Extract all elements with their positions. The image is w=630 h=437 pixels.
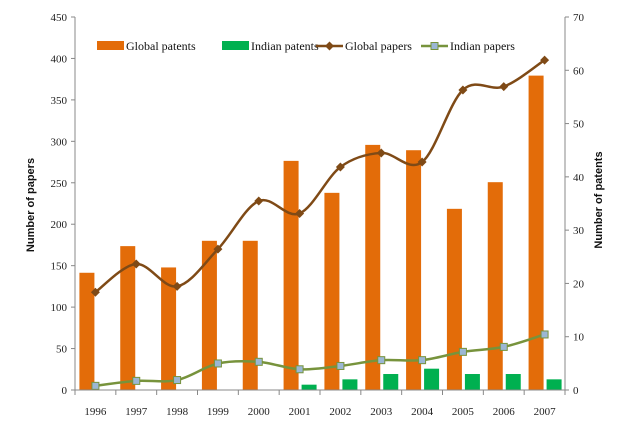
x-tick-label: 2003 xyxy=(370,406,393,418)
indian-patents-bar xyxy=(383,374,399,390)
y-tick-label: 100 xyxy=(51,302,68,314)
y-tick-label: 250 xyxy=(51,178,68,190)
bar-layer xyxy=(79,75,562,390)
indian-papers-point xyxy=(173,376,182,385)
legend-label: Global patents xyxy=(126,39,196,53)
global-papers-point xyxy=(499,82,509,92)
global-papers-point xyxy=(376,148,386,158)
global-patents-bar xyxy=(487,182,503,390)
global-papers-point xyxy=(254,196,264,206)
x-tick-label: 1997 xyxy=(125,406,148,418)
global-patents-bar xyxy=(446,208,462,390)
y-tick-label: 150 xyxy=(51,261,68,273)
legend-swatch xyxy=(222,41,249,50)
legend-label: Global papers xyxy=(345,39,412,53)
x-tick-label: 2002 xyxy=(329,406,351,418)
indian-papers-point xyxy=(91,381,100,390)
y2-tick-label: 0 xyxy=(573,385,579,397)
legend-swatch xyxy=(97,41,124,50)
global-patents-bar xyxy=(161,267,177,390)
global-papers-point xyxy=(172,281,182,291)
y2-tick-label: 20 xyxy=(573,278,585,290)
axes-layer: 0 50 100 150 200 250 300 350 400 450 0 10 20 30 40 50 60… xyxy=(51,12,585,418)
y-tick-label: 450 xyxy=(51,12,68,24)
global-patents-bar xyxy=(365,144,381,390)
indian-patents-bar xyxy=(301,384,317,390)
global-patents-bar xyxy=(283,160,299,390)
legend-marker xyxy=(430,42,439,50)
global-papers-point xyxy=(131,259,141,269)
global-papers-point xyxy=(295,208,305,218)
y-tick-label: 300 xyxy=(51,136,68,148)
indian-papers-point xyxy=(540,330,549,339)
legend: Global patents Indian patents Global paper… xyxy=(97,39,515,53)
y-tick-label: 200 xyxy=(51,219,68,231)
x-tick-label: 2007 xyxy=(534,406,557,418)
global-patents-bar xyxy=(528,75,544,390)
legend-indian-patents: Indian patents xyxy=(222,39,319,53)
indian-papers-point xyxy=(377,356,386,365)
global-patents-bar xyxy=(79,272,95,390)
global-papers-point xyxy=(540,55,550,65)
indian-patents-bar xyxy=(464,374,480,390)
y2-tick-label: 30 xyxy=(573,225,585,237)
indian-papers-point xyxy=(132,376,141,385)
global-patents-bar xyxy=(120,246,136,390)
global-papers-point xyxy=(335,162,345,172)
y2-axis-title: Number of patents xyxy=(593,151,605,248)
indian-papers-point xyxy=(458,347,467,356)
y2-tick-label: 70 xyxy=(573,12,585,24)
legend-label: Indian patents xyxy=(251,39,319,53)
legend-indian-papers: Indian papers xyxy=(421,39,515,53)
global-papers-point xyxy=(417,157,427,167)
y-axis-title: Number of papers xyxy=(25,158,37,252)
global-papers-line xyxy=(94,59,546,294)
x-tick-label: 2004 xyxy=(411,406,434,418)
indian-papers-point xyxy=(295,365,304,374)
global-patents-bar xyxy=(324,192,340,390)
x-tick-label: 2005 xyxy=(452,406,475,418)
x-tick-label: 2000 xyxy=(248,406,271,418)
y-tick-label: 0 xyxy=(62,385,68,397)
indian-papers-point xyxy=(418,356,427,365)
x-tick-label: 2006 xyxy=(493,406,516,418)
x-tick-label: 1998 xyxy=(166,406,189,418)
y2-tick-label: 10 xyxy=(573,332,585,344)
global-patents-bar xyxy=(242,240,258,390)
legend-marker xyxy=(325,41,334,51)
y2-tick-label: 40 xyxy=(573,172,585,184)
y-tick-label: 400 xyxy=(51,53,68,65)
global-papers-point xyxy=(458,85,468,95)
global-patents-bar xyxy=(406,150,422,390)
x-tick-label: 1996 xyxy=(84,406,107,418)
indian-patents-bar xyxy=(342,379,358,390)
legend-global-papers: Global papers xyxy=(316,39,412,53)
global-papers-point xyxy=(213,244,223,254)
indian-papers-point xyxy=(336,361,345,370)
y2-tick-label: 60 xyxy=(573,65,585,77)
legend-global-patents: Global patents xyxy=(97,39,196,53)
y2-tick-label: 50 xyxy=(573,119,585,131)
indian-patents-bar xyxy=(505,374,521,390)
y-tick-label: 350 xyxy=(51,95,68,107)
legend-label: Indian papers xyxy=(450,39,515,53)
line-layer xyxy=(90,55,550,390)
indian-patents-bar xyxy=(546,379,562,390)
indian-papers-point xyxy=(499,342,508,351)
indian-papers-point xyxy=(213,359,222,368)
indian-patents-bar xyxy=(424,368,440,390)
x-tick-label: 1999 xyxy=(207,406,230,418)
y-tick-label: 50 xyxy=(56,344,68,356)
global-papers-point xyxy=(90,287,100,297)
global-patents-bar xyxy=(201,240,217,390)
indian-papers-point xyxy=(254,357,263,366)
x-tick-label: 2001 xyxy=(289,406,311,418)
